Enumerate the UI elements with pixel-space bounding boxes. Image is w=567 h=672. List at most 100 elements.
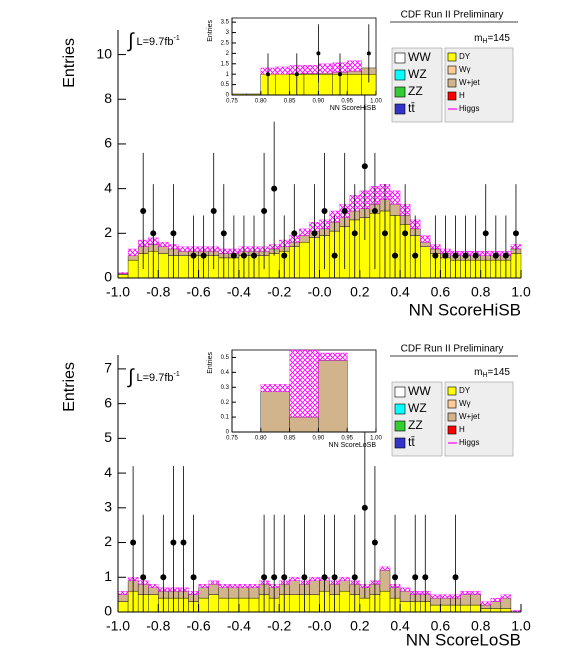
data-point (170, 230, 176, 236)
lumi-value: L=9.7fb (136, 372, 173, 384)
bar-segment (340, 581, 350, 591)
x-tick-label: -1.0 (106, 284, 130, 300)
data-point (342, 208, 348, 214)
legend-label: Higgs (459, 104, 479, 113)
bar-segment (318, 64, 332, 73)
bar-segment (118, 595, 128, 602)
y-axis-title: Entries (61, 38, 78, 88)
bar-segment (148, 584, 158, 587)
mass-m: m (474, 367, 482, 378)
bar-segment (128, 260, 138, 278)
legend-swatch (395, 421, 405, 431)
bar-segment (128, 256, 138, 260)
data-point (422, 574, 428, 580)
y-tick-label: 3 (226, 30, 230, 36)
y-tick-label: 0 (104, 603, 112, 619)
legend-label: WW (408, 50, 431, 64)
bar-segment (290, 417, 319, 432)
data-point (493, 253, 499, 259)
bar-segment (158, 247, 168, 254)
data-point (432, 253, 438, 259)
bar-segment (380, 570, 390, 591)
bar-segment (400, 588, 410, 591)
bar-segment (275, 74, 289, 95)
legend-swatch (448, 66, 456, 74)
x-tick-label: -0.6 (187, 284, 211, 300)
bar-segment (239, 584, 249, 587)
data-point (281, 253, 287, 259)
mass-value: =145 (487, 367, 510, 378)
inset-y-label: Entries (207, 352, 214, 374)
legend-label: W+jet (459, 78, 480, 87)
bar-segment (209, 595, 219, 612)
data-point (291, 230, 297, 236)
bar-segment (318, 73, 332, 74)
data-point (372, 208, 378, 214)
x-tick-label: 0.75 (226, 99, 238, 105)
bar-segment (340, 577, 350, 580)
bar-segment (261, 392, 290, 432)
legend-swatch (395, 53, 405, 63)
x-tick-label: -0.8 (146, 284, 170, 300)
bar-segment (481, 602, 491, 605)
bar-segment (178, 251, 188, 255)
y-tick-label: 0.5 (221, 355, 230, 361)
bar-segment (491, 609, 501, 612)
legend-label: W+jet (459, 412, 480, 421)
bar-segment (289, 577, 299, 580)
bar-segment (440, 605, 450, 612)
x-tick-label: 0.80 (255, 99, 267, 105)
x-tick-label: -0.0 (307, 284, 331, 300)
bar-segment (347, 61, 361, 71)
data-point (191, 574, 197, 580)
x-tick-label: 0.85 (284, 99, 296, 105)
legend-swatch (448, 387, 456, 395)
bar-segment (390, 191, 400, 204)
y-tick-label: 0.4 (221, 370, 230, 376)
x-tick-label: 0.2 (350, 284, 370, 300)
x-tick-label: -0.8 (146, 618, 170, 634)
data-point (211, 208, 217, 214)
bar-segment (118, 602, 128, 612)
bar-segment (471, 591, 481, 594)
bar-segment (471, 595, 481, 605)
legend-swatch (395, 104, 405, 114)
x-axis-title: NN ScoreHiSB (409, 300, 521, 319)
data-point (322, 208, 328, 214)
x-tick-label: -0.2 (267, 618, 291, 634)
y-tick-label: 2 (104, 224, 112, 240)
data-point (453, 574, 459, 580)
data-point (442, 253, 448, 259)
bar-segment (440, 598, 450, 605)
data-point (453, 253, 459, 259)
legend-label: tt̄ (408, 435, 415, 449)
legend-swatch (395, 438, 405, 448)
x-tick-label: -1.0 (106, 618, 130, 634)
legend-swatch (448, 92, 456, 100)
x-tick-label: 0.8 (471, 284, 491, 300)
bar-segment (178, 247, 188, 251)
data-point (352, 574, 358, 580)
bar-segment (309, 595, 319, 612)
x-tick-label: 1.0 (511, 284, 531, 300)
legend-label: DY (459, 52, 471, 61)
bar-segment (390, 204, 400, 215)
y-tick-label: 2 (104, 533, 112, 549)
y-axis-title: Entries (61, 362, 78, 412)
legend-label: H (459, 425, 465, 434)
data-point (271, 574, 277, 580)
data-point (301, 574, 307, 580)
legend-label: Higgs (459, 438, 479, 447)
legend-swatch (448, 79, 456, 87)
bar-segment (340, 591, 350, 612)
bar-segment (461, 595, 471, 605)
data-point (201, 253, 207, 259)
y-tick-label: 2 (226, 51, 230, 57)
bar-segment (148, 595, 158, 612)
lumi-exponent: -1 (174, 371, 180, 378)
legend-label: ZZ (408, 418, 423, 432)
data-point (463, 253, 469, 259)
data-point (412, 574, 418, 580)
bar-segment (118, 272, 128, 273)
